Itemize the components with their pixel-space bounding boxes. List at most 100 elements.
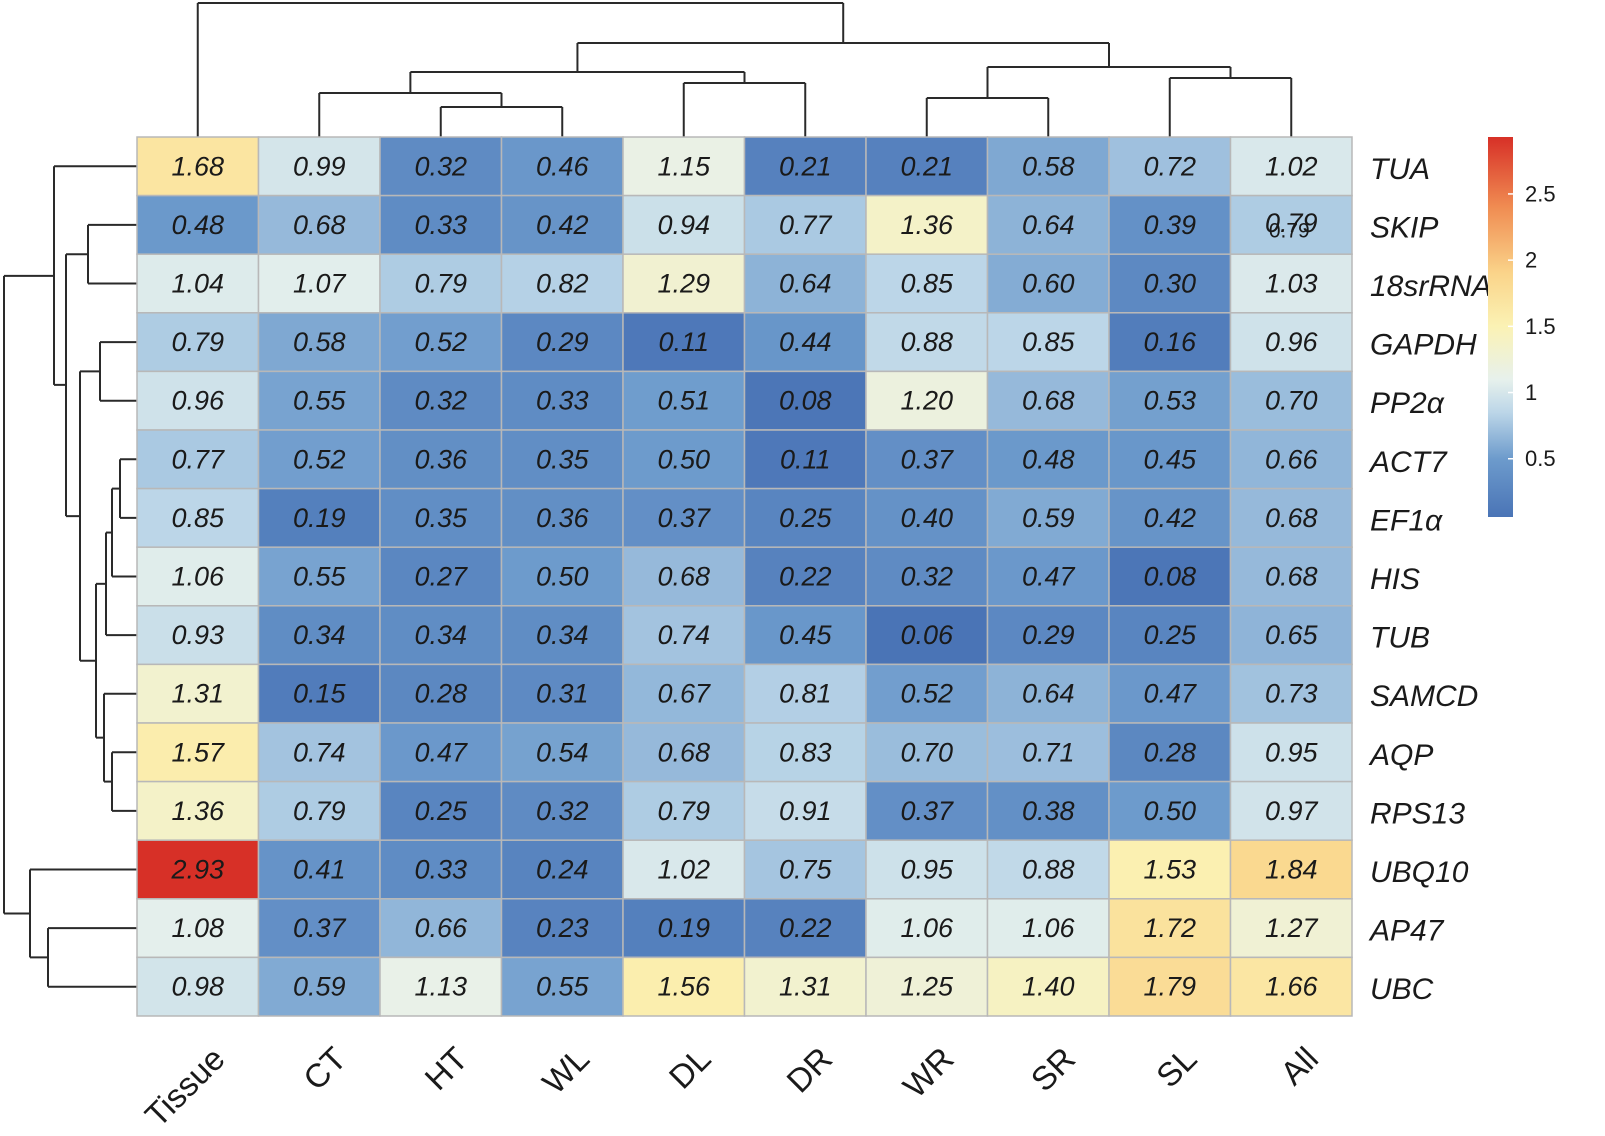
heatmap-cell [986, 722, 1110, 783]
heatmap-cell [500, 780, 624, 841]
cell-value-label: 0.45 [1143, 444, 1197, 474]
cell-value-label: 0.72 [1143, 151, 1196, 181]
heatmap-cell [743, 253, 867, 314]
cell-value-label: 0.19 [293, 503, 346, 533]
cell-value-label: 0.47 [414, 737, 468, 767]
cell-value-label: 0.34 [293, 620, 346, 650]
cell-value-label: 0.33 [536, 386, 589, 416]
heatmap-cell [500, 370, 624, 431]
cell-value-label: 0.44 [779, 327, 832, 357]
cell-value-label: 0.35 [414, 503, 468, 533]
cell-value-label: 1.04 [171, 269, 224, 299]
cell-value-label: 0.60 [1022, 269, 1075, 299]
heatmap-cell [136, 605, 260, 666]
cell-value-label: 0.79 [414, 269, 467, 299]
cell-value-label: 0.81 [779, 679, 832, 709]
cell-value-label: 0.40 [900, 503, 953, 533]
cell-value-label: 0.59 [1022, 503, 1075, 533]
cell-value-label: 0.29 [536, 327, 589, 357]
row-label: ACT7 [1368, 446, 1448, 479]
cell-value-label: 0.25 [1143, 620, 1197, 650]
column-label: All [1273, 1040, 1325, 1092]
heatmap-cell [1229, 546, 1353, 607]
cell-value-label: 0.53 [1143, 386, 1196, 416]
row-labels: TUA SKIP 18srRNA GAPDH PP2α ACT7 EF1α HIS TUB SAM… [1368, 153, 1492, 1006]
cell-value-label: 1.36 [900, 210, 954, 240]
heatmap-cell [257, 605, 381, 666]
column-label: DL [662, 1040, 718, 1096]
cell-value-label: 0.73 [1265, 679, 1318, 709]
row-label: RPS13 [1370, 797, 1465, 830]
column-dendrogram [196, 2, 1293, 137]
heatmap-cell [379, 722, 503, 783]
cell-value-label: 1.20 [900, 386, 953, 416]
cell-value-label: 1.03 [1265, 269, 1318, 299]
cell-value-label: 1.72 [1143, 913, 1196, 943]
cell-value-label: 1.06 [1022, 913, 1076, 943]
cell-value-label: 0.34 [536, 620, 589, 650]
heatmap-cell [622, 839, 746, 900]
cell-value-label: 0.47 [1022, 562, 1076, 592]
heatmap-cell [136, 780, 260, 841]
heatmap-cell [1229, 253, 1353, 314]
heatmap-cell [1229, 780, 1353, 841]
cell-value-label: 0.48 [1022, 444, 1075, 474]
heatmap-cell [986, 898, 1110, 959]
heatmap-cell [1108, 839, 1232, 900]
heatmap-cell [1229, 487, 1353, 548]
heatmap-cell [1108, 487, 1232, 548]
legend-tick-label: 1.5 [1525, 314, 1556, 339]
heatmap-cell [1229, 136, 1353, 197]
cell-value-label: 0.38 [1022, 796, 1075, 826]
heatmap-cell [136, 194, 260, 255]
cell-value-label: 1.84 [1265, 855, 1318, 885]
heatmap-cell [1229, 312, 1353, 373]
cell-value-label: 0.32 [536, 796, 589, 826]
cell-value-label: 0.46 [536, 151, 590, 181]
row-label: AP47 [1368, 915, 1445, 948]
row-label: EF1α [1370, 504, 1443, 537]
cell-value-label: 0.06 [900, 620, 954, 650]
cell-value-label: 1.57 [171, 737, 225, 767]
cell-overlap-label: 0.79 [1269, 219, 1310, 242]
cell-value-label: 0.68 [1265, 562, 1318, 592]
cell-value-label: 0.66 [414, 913, 468, 943]
cell-value-label: 0.67 [657, 679, 711, 709]
heatmap-cell [1229, 663, 1353, 724]
cell-value-label: 0.16 [1143, 327, 1197, 357]
cell-value-label: 0.79 [657, 796, 710, 826]
cell-value-label: 0.68 [293, 210, 346, 240]
heatmap-cell [257, 312, 381, 373]
cell-value-label: 0.35 [536, 444, 590, 474]
heatmap-cell [743, 956, 867, 1017]
cell-value-label: 1.06 [171, 562, 225, 592]
cell-value-label: 0.85 [1022, 327, 1076, 357]
cell-value-label: 0.88 [1022, 855, 1075, 885]
cell-value-label: 0.29 [1022, 620, 1075, 650]
cell-value-label: 0.27 [414, 562, 468, 592]
cell-value-label: 0.42 [1143, 503, 1196, 533]
column-label: CT [296, 1040, 353, 1097]
cell-value-label: 1.02 [657, 855, 710, 885]
heatmap-cell [379, 429, 503, 490]
cell-value-label: 1.68 [171, 151, 224, 181]
heatmap-cell [257, 722, 381, 783]
cell-value-label: 1.56 [657, 972, 711, 1002]
heatmap-cell [257, 839, 381, 900]
column-label: SL [1149, 1040, 1204, 1095]
heatmap-cell [136, 722, 260, 783]
heatmap-cell [257, 487, 381, 548]
cell-value-label: 0.91 [779, 796, 832, 826]
cell-value-label: 1.66 [1265, 972, 1319, 1002]
cell-value-label: 0.08 [1143, 562, 1196, 592]
cell-value-label: 1.29 [657, 269, 710, 299]
heatmap-cell [257, 194, 381, 255]
legend-tick-label: 1 [1525, 380, 1537, 405]
heatmap-cell [1229, 370, 1353, 431]
heatmap-cell [257, 956, 381, 1017]
heatmap-cell [136, 898, 260, 959]
heatmap-cell [622, 429, 746, 490]
cell-value-label: 1.02 [1265, 151, 1318, 181]
cell-value-label: 0.37 [657, 503, 711, 533]
cell-value-label: 0.23 [536, 913, 589, 943]
